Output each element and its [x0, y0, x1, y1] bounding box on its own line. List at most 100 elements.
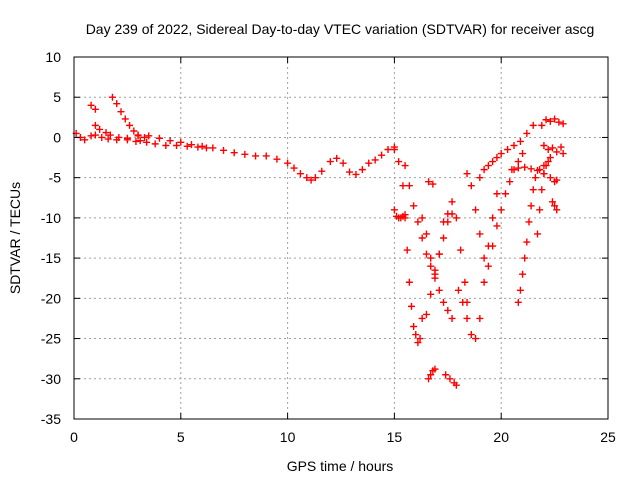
data-point-m	[472, 335, 480, 343]
data-point-i	[427, 371, 435, 379]
data-point-a	[311, 174, 319, 182]
data-point-p	[489, 242, 497, 250]
plot-border	[73, 56, 609, 420]
data-point-s	[540, 170, 548, 178]
data-point-u	[540, 141, 548, 149]
data-point-a	[307, 176, 315, 184]
data-point-o	[484, 162, 492, 170]
y-tick-label: -25	[41, 331, 61, 347]
data-point-q	[521, 254, 529, 262]
data-point-a	[209, 144, 217, 152]
data-point-a	[155, 134, 163, 142]
data-point-b	[117, 108, 125, 116]
data-point-m	[454, 286, 462, 294]
data-point-a	[273, 155, 281, 163]
data-point-c	[173, 141, 181, 149]
data-point-v	[553, 206, 561, 214]
data-point-a	[104, 135, 112, 143]
data-point-c	[136, 137, 144, 145]
data-point-p	[506, 178, 514, 186]
data-point-p	[519, 150, 527, 158]
data-point-i	[431, 365, 439, 373]
data-point-a	[384, 146, 392, 154]
data-point-h	[422, 230, 430, 238]
data-point-o	[510, 141, 518, 149]
data-point-j	[429, 180, 437, 188]
data-point-b	[130, 127, 138, 135]
data-point-e	[390, 206, 398, 214]
data-point-a	[296, 170, 304, 178]
data-point-f	[440, 298, 448, 306]
data-point-b	[140, 133, 148, 141]
data-point-r	[546, 154, 554, 162]
data-point-a	[371, 156, 379, 164]
data-point-h	[435, 250, 443, 258]
data-point-b	[87, 101, 95, 109]
data-point-a	[262, 152, 270, 160]
x-tick-label: 0	[70, 429, 78, 445]
y-tick-label: 10	[45, 49, 61, 65]
data-point-n	[480, 254, 488, 262]
data-point-f	[418, 234, 426, 242]
data-point-f	[444, 306, 452, 314]
data-point-b	[91, 105, 99, 113]
data-point-d	[405, 278, 413, 286]
data-point-v	[551, 202, 559, 210]
data-point-f	[448, 314, 456, 322]
y-tick-label: -35	[41, 411, 61, 427]
data-points	[72, 93, 567, 389]
y-axis-label: SDTVAR / TECUs	[7, 182, 23, 294]
data-point-h	[427, 254, 435, 262]
y-tick-label: -5	[49, 170, 62, 186]
data-point-a	[166, 137, 174, 145]
data-point-u	[553, 148, 561, 156]
data-point-c	[194, 143, 202, 151]
data-point-q	[527, 202, 535, 210]
data-point-a	[346, 168, 354, 176]
data-point-d	[414, 339, 422, 347]
data-point-p	[514, 158, 522, 166]
data-point-a	[365, 159, 373, 167]
data-point-t	[555, 118, 563, 126]
data-point-l	[452, 381, 460, 389]
data-point-u	[544, 146, 552, 154]
y-tick-label: 0	[53, 129, 61, 145]
plot-frame	[73, 56, 609, 420]
data-point-b	[121, 115, 129, 123]
data-point-k	[457, 246, 465, 254]
data-point-o	[480, 166, 488, 174]
data-point-p	[497, 206, 505, 214]
y-tick-label: -10	[41, 210, 61, 226]
data-point-p	[501, 190, 509, 198]
data-point-a	[145, 132, 153, 140]
data-point-s	[534, 166, 542, 174]
data-point-t	[559, 120, 567, 128]
data-point-u	[548, 144, 556, 152]
data-point-q	[525, 218, 533, 226]
data-point-c	[91, 121, 99, 129]
data-point-a	[290, 164, 298, 172]
data-point-a	[177, 138, 185, 146]
data-point-s	[508, 166, 516, 174]
axis-ticks: 0 5 10 15 20 25 -35 -30 -25 -20 -15 -10 -5 0 5 10	[41, 49, 616, 445]
data-point-a	[326, 158, 334, 166]
data-point-v	[548, 198, 556, 206]
data-point-k	[448, 198, 456, 206]
data-point-s	[527, 165, 535, 173]
data-point-d	[407, 302, 415, 310]
data-point-c	[162, 141, 170, 149]
data-point-a	[198, 142, 206, 150]
data-point-k	[444, 210, 452, 218]
data-point-b	[134, 132, 142, 140]
data-point-m	[480, 278, 488, 286]
data-point-i	[425, 375, 433, 383]
data-point-a	[187, 141, 195, 149]
data-point-m	[463, 314, 471, 322]
data-point-a	[220, 146, 228, 154]
data-point-f	[422, 250, 430, 258]
data-point-u	[559, 150, 567, 158]
data-point-l	[442, 371, 450, 379]
grid-lines	[74, 57, 608, 419]
data-point-a	[91, 131, 99, 139]
